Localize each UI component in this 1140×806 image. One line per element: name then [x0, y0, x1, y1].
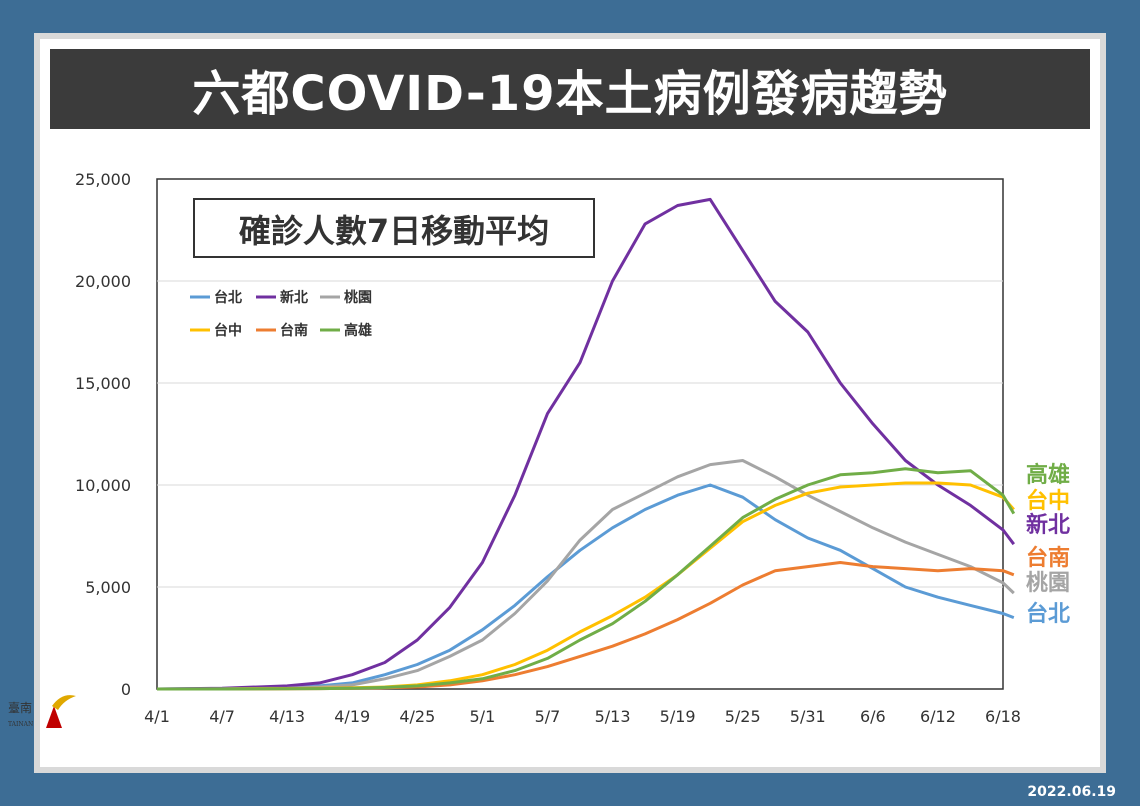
- page-title: 六都COVID-19本土病例發病趨勢: [50, 49, 1090, 129]
- series-line-新北: [156, 197, 1015, 691]
- end-label: 台中: [1026, 488, 1070, 514]
- series-line-台中: [157, 481, 1015, 691]
- end-label: 高雄: [1026, 462, 1070, 488]
- legend-label: 新北: [280, 289, 308, 306]
- logo-subtext: TAINAN: [8, 721, 33, 728]
- legend-label: 桃園: [344, 289, 372, 306]
- date-stamp: 2022.06.19: [1027, 784, 1116, 800]
- end-label: 台南: [1026, 545, 1070, 571]
- series-line-台北: [156, 483, 1015, 691]
- x-tick-label: 4/1: [144, 707, 170, 726]
- x-tick-label: 6/12: [920, 707, 956, 726]
- legend-label: 台中: [214, 322, 242, 339]
- legend-label: 台北: [214, 289, 242, 306]
- x-tick-label: 4/13: [269, 707, 305, 726]
- legend-label: 台南: [280, 322, 308, 339]
- end-label: 桃園: [1026, 571, 1070, 596]
- logo-emblem-icon: [46, 706, 62, 728]
- legend-label: 高雄: [344, 322, 372, 339]
- x-tick-label: 6/6: [860, 707, 886, 726]
- x-tick-label: 5/7: [535, 707, 561, 726]
- y-tick-label: 20,000: [75, 272, 131, 291]
- plot-frame: [156, 178, 1004, 690]
- series-line-台南: [157, 561, 1015, 691]
- series-line-桃園: [156, 459, 1015, 691]
- x-tick-label: 5/19: [660, 707, 696, 726]
- y-tick-label: 15,000: [75, 374, 131, 393]
- chart-title: 確診人數7日移動平均: [239, 212, 549, 250]
- x-tick-label: 4/7: [209, 707, 235, 726]
- x-tick-label: 5/31: [790, 707, 826, 726]
- y-tick-label: 25,000: [75, 170, 131, 189]
- y-tick-label: 5,000: [85, 578, 131, 597]
- y-tick-label: 0: [121, 680, 131, 699]
- x-tick-label: 5/25: [725, 707, 761, 726]
- end-label: 新北: [1026, 512, 1070, 538]
- end-label: 台北: [1026, 601, 1070, 627]
- logo-text: 臺南: [8, 700, 32, 715]
- x-tick-label: 4/25: [399, 707, 435, 726]
- y-tick-label: 10,000: [75, 476, 131, 495]
- x-tick-label: 6/18: [985, 707, 1021, 726]
- x-tick-label: 4/19: [334, 707, 370, 726]
- series-line-高雄: [157, 467, 1016, 691]
- tainan-logo: 臺南 TAINAN: [8, 695, 76, 728]
- x-tick-label: 5/1: [470, 707, 496, 726]
- chart-title-box: [193, 198, 595, 258]
- chart-card: 六都COVID-19本土病例發病趨勢: [34, 33, 1106, 773]
- logo-wing-icon: [52, 695, 76, 710]
- x-tick-label: 5/13: [595, 707, 631, 726]
